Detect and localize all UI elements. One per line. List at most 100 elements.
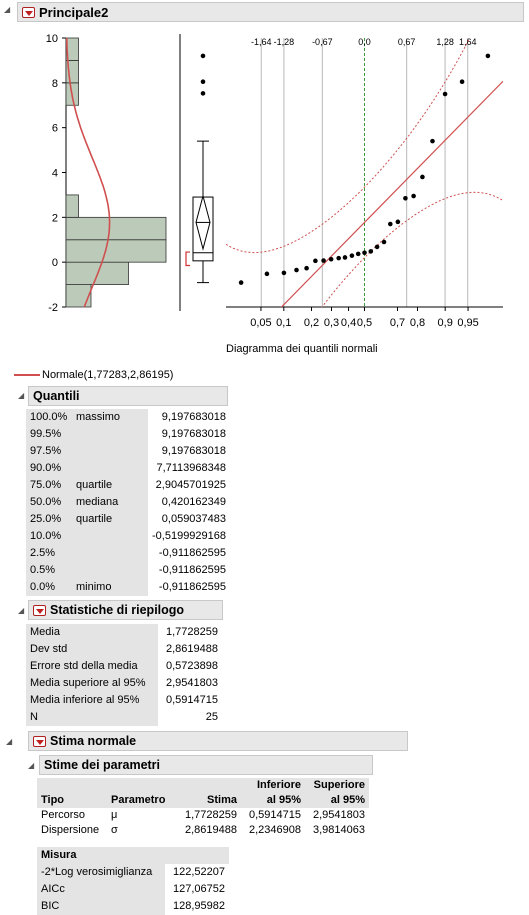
measure-value: 122,52207	[173, 866, 225, 878]
x-tick-label: 0,4	[341, 317, 356, 329]
quantile-value: 9,197683018	[161, 428, 227, 440]
quantili-disclosure-icon[interactable]: ◢	[18, 391, 25, 400]
legend: Normale(1,77283,2,86195)	[14, 369, 173, 381]
col-misura: Misura	[37, 847, 165, 864]
quantile-name: mediana	[72, 494, 148, 511]
y-tick-label: 0	[52, 257, 58, 269]
x-tick-label: 0,95	[457, 317, 478, 329]
table-row: 75.0% quartile 2,9045701925	[26, 477, 230, 494]
param-lower: 0,5914715	[249, 809, 301, 821]
quantile-name	[72, 426, 148, 443]
quantile-name: quartile	[72, 477, 148, 494]
table-row: Percorso μ 1,7728259 0,5914715 2,9541803	[37, 808, 369, 823]
qq-point	[362, 250, 367, 256]
y-tick-label: 8	[52, 78, 58, 90]
quantili-header[interactable]: Quantili	[28, 386, 228, 406]
disclosure-icon[interactable]: ◢	[4, 5, 11, 14]
quantile-name	[72, 528, 148, 545]
summary-label: Errore std della media	[26, 658, 158, 675]
summary-value: 0,5914715	[166, 694, 218, 706]
summary-label: Media	[26, 624, 158, 641]
param-symbol: σ	[111, 824, 118, 836]
top-tick-label: -1,28	[274, 37, 295, 47]
params-title: Stime dei parametri	[44, 758, 161, 772]
table-row: -2*Log verosimiglianza 122,52207	[37, 864, 229, 881]
quantile-name	[72, 460, 148, 477]
summary-value: 1,7728259	[166, 626, 218, 638]
main-header: Principale2	[17, 2, 524, 22]
measure-value: 127,06752	[173, 883, 225, 895]
histogram-bar	[65, 239, 167, 263]
summary-value: 2,9541803	[166, 677, 218, 689]
qq-point	[485, 53, 491, 59]
qq-point	[264, 271, 270, 277]
table-row: 50.0% mediana 0,420162349	[26, 494, 230, 511]
top-tick-label: -0,67	[312, 37, 333, 47]
qq-point	[328, 256, 334, 262]
qq-point	[238, 280, 244, 285]
histogram: 10 8 6 4 2 0 -2	[46, 33, 178, 314]
quantile-pct: 2.5%	[26, 545, 72, 562]
outlier-point	[200, 53, 206, 59]
qq-axis-label: Diagramma dei quantili normali	[226, 343, 378, 355]
summary-label: N	[26, 709, 158, 726]
table-row: BIC 128,95982	[37, 898, 229, 915]
param-upper: 3,9814063	[313, 824, 365, 836]
qq-point	[281, 270, 287, 276]
col-inferiore: Inferiore	[241, 778, 305, 793]
measure-value: 128,95982	[173, 900, 225, 912]
qq-upper-band	[226, 38, 471, 254]
col-inferiore-sub: al 95%	[241, 793, 305, 808]
quantile-value: -0,911862595	[158, 547, 227, 559]
quantile-pct: 50.0%	[26, 494, 72, 511]
y-tick-label: 6	[52, 123, 58, 135]
params-disclosure-icon[interactable]: ◢	[28, 761, 35, 770]
quantile-pct: 0.0%	[26, 579, 72, 596]
top-tick-label: 1,28	[436, 37, 454, 47]
qq-point	[304, 265, 309, 271]
legend-line-icon	[14, 374, 40, 376]
quantile-pct: 75.0%	[26, 477, 72, 494]
table-row: Dispersione σ 2,8619488 2,2346908 3,9814063	[37, 823, 369, 838]
qq-point	[321, 258, 326, 263]
quantile-pct: 0.5%	[26, 562, 72, 579]
measure-label: AICc	[37, 881, 165, 898]
table-row: 25.0% quartile 0,059037483	[26, 511, 230, 528]
measure-label: BIC	[37, 898, 165, 915]
normal-title: Stima normale	[50, 734, 137, 748]
summary-value: 0,5723898	[166, 660, 218, 672]
boxplot	[179, 34, 214, 311]
qq-point	[411, 193, 416, 199]
table-row: 0.5% -0,911862595	[26, 562, 230, 579]
x-tick-label: 0,7	[390, 317, 405, 329]
col-tipo: Tipo	[37, 778, 107, 808]
param-estimate: 1,7728259	[185, 809, 237, 821]
summary-header[interactable]: Statistiche di riepilogo	[28, 600, 223, 620]
summary-disclosure-icon[interactable]: ◢	[18, 606, 25, 615]
params-header[interactable]: Stime dei parametri	[39, 755, 373, 775]
qq-point	[313, 258, 318, 264]
mean-diamond	[195, 193, 211, 251]
qq-point	[430, 138, 435, 144]
col-superiore: Superiore	[305, 778, 369, 793]
x-tick-label: 0,9	[438, 317, 453, 329]
col-stima: Stima	[177, 778, 241, 808]
red-menu-icon[interactable]	[22, 6, 35, 18]
quantile-name: massimo	[72, 409, 148, 426]
shortest-half-bracket	[185, 251, 190, 267]
red-menu-icon[interactable]	[33, 735, 46, 747]
normal-header[interactable]: Stima normale	[28, 731, 408, 751]
quantile-value: 2,9045701925	[155, 479, 227, 491]
table-row: Media superiore al 95% 2,9541803	[26, 675, 222, 692]
summary-label: Media superiore al 95%	[26, 675, 158, 692]
normal-fit-curve	[65, 37, 111, 308]
red-menu-icon[interactable]	[33, 604, 46, 616]
table-row: Media inferiore al 95% 0,5914715	[26, 692, 222, 709]
x-tick-label: 0,8	[410, 317, 425, 329]
quantile-pct: 90.0%	[26, 460, 72, 477]
normal-disclosure-icon[interactable]: ◢	[6, 737, 13, 746]
qq-point	[442, 91, 448, 97]
y-tick-label: 10	[46, 33, 58, 45]
histogram-bar	[65, 284, 92, 308]
table-row: 100.0% massimo 9,197683018	[26, 409, 230, 426]
